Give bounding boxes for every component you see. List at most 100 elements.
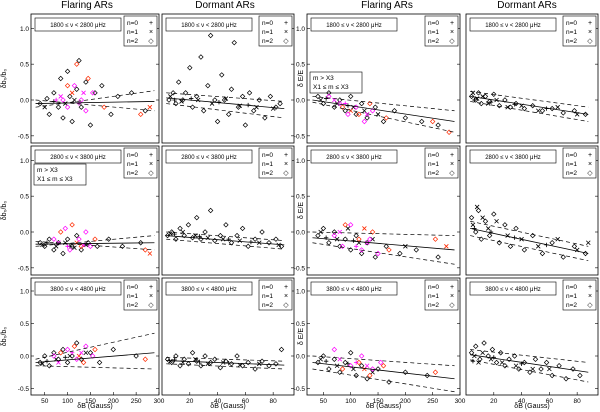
- panel-frame: [161, 145, 295, 276]
- legend-frame: [562, 147, 597, 179]
- data-point-n1: [72, 97, 77, 103]
- data-point-n2: [51, 247, 57, 253]
- data-point-n2: [402, 369, 409, 375]
- data-point-n2: [549, 372, 555, 379]
- legend-frame: [424, 147, 459, 179]
- data-point-n1: [530, 366, 535, 372]
- y-tick-label: 0.0: [20, 230, 29, 237]
- data-point-n2: [92, 90, 98, 96]
- data-point-n2: [51, 350, 57, 356]
- data-point-n2: [331, 356, 338, 362]
- data-point-n2: [62, 225, 68, 232]
- data-point-n2: [138, 240, 144, 246]
- y-tick-label: 1.0: [296, 158, 305, 165]
- x-tick-label: 100: [345, 398, 356, 405]
- y-axis-label: δb₀/b₀: [1, 327, 8, 347]
- data-point-n2: [164, 356, 171, 362]
- data-point-n2: [532, 356, 539, 362]
- data-point-n2: [372, 254, 378, 260]
- range-box: 2800 ≤ ν < 3800 μHz: [34, 149, 122, 164]
- range-box-frame: [165, 149, 253, 164]
- data-point-n2: [507, 243, 514, 250]
- panel-frame: [306, 145, 461, 276]
- data-point-n2: [169, 229, 175, 235]
- data-point-n2: [266, 240, 272, 246]
- data-point-n2: [521, 359, 528, 366]
- x-tick-label: 20: [186, 398, 194, 405]
- range-box: 3800 ≤ ν < 4800 μHz: [469, 281, 557, 296]
- legend-symbol: ×: [588, 161, 592, 168]
- data-point-n1: [56, 360, 61, 365]
- data-point-n2: [402, 115, 409, 121]
- range-label: 1800 ≤ ν < 2800 μHz: [326, 23, 382, 29]
- legend-entry: n=1: [127, 29, 138, 36]
- data-point-n2: [429, 118, 436, 125]
- legend: n=0 + n=1 × n=2 ◇: [258, 15, 293, 47]
- range-label: 2800 ≤ ν < 3800 μHz: [50, 155, 106, 161]
- legend-symbol: ◇: [449, 170, 455, 177]
- data-point-n2: [326, 366, 332, 372]
- data-point-n1: [444, 244, 449, 249]
- data-point-n2: [342, 108, 348, 114]
- data-point-n2: [527, 369, 533, 375]
- data-point-n2: [58, 75, 64, 82]
- data-point-n1: [370, 369, 375, 375]
- data-point-n2: [485, 353, 491, 359]
- data-point-n1: [237, 238, 243, 243]
- legend-entry: n=1: [566, 29, 577, 36]
- legend: n=0 + n=1 × n=2 ◇: [123, 147, 158, 179]
- data-point-n0: [353, 360, 359, 365]
- legend-symbol: ×: [284, 29, 288, 36]
- data-point-n2: [489, 346, 496, 353]
- data-point-n2: [356, 359, 362, 366]
- flare-legend-large: m > X3: [37, 167, 58, 174]
- data-point-n2: [223, 222, 229, 228]
- data-point-n1: [337, 229, 343, 235]
- data-point-n2: [189, 350, 196, 356]
- data-point-n2: [502, 363, 508, 369]
- data-point-n2: [110, 346, 116, 353]
- panel-r2-c2: -0.5 0.0 0.5 1.0 50 100 150 200 250 300 δ E/E δB (G…: [294, 277, 466, 410]
- data-point-n2: [342, 236, 348, 242]
- x-tick-label: 200: [108, 398, 119, 405]
- panel-r2-c0: -0.5 0.0 0.5 1.0 50 100 150 200 250 300 δb₀/b₀ δB (…: [1, 277, 165, 410]
- legend-entry: n=0: [428, 20, 439, 27]
- fit-lower-bound: [312, 368, 455, 393]
- panel-r1-c2: -0.5 0.0 0.5 1.0 δ E/E 2800 ≤ ν < 3800 μHz n=0…: [294, 145, 461, 276]
- y-tick-label: 1.0: [20, 26, 29, 33]
- data-point-n1: [485, 226, 491, 231]
- data-point-n2: [51, 90, 57, 96]
- data-point-n2: [245, 243, 251, 250]
- data-point-n2: [173, 353, 179, 359]
- data-point-n0: [345, 361, 351, 366]
- data-point-n2: [207, 32, 214, 39]
- x-axis-label: δB (Gauss): [514, 403, 549, 410]
- data-point-n2: [64, 236, 71, 242]
- data-point-n2: [76, 57, 82, 64]
- data-point-n2: [239, 363, 246, 369]
- data-point-n2: [246, 90, 253, 96]
- data-point-n2: [64, 68, 71, 75]
- data-point-n0: [353, 244, 359, 249]
- data-point-n2: [214, 118, 221, 125]
- data-point-n2: [356, 111, 362, 118]
- data-point-n2: [205, 82, 211, 89]
- data-point-n2: [60, 97, 66, 103]
- data-point-n2: [212, 356, 218, 362]
- data-point-n2: [239, 225, 246, 232]
- fit-lower-bound: [35, 365, 155, 370]
- data-point-n2: [367, 236, 373, 242]
- data-point-n2: [51, 236, 57, 242]
- legend-symbol: ◇: [283, 170, 289, 177]
- column-title-4: Dormant ARs: [497, 0, 556, 11]
- legend-entry: n=0: [566, 20, 577, 27]
- legend-frame: [424, 279, 459, 311]
- flare-legend-frame: [33, 163, 87, 186]
- range-box-frame: [34, 149, 122, 164]
- panel-grid: -0.5 0.0 0.5 1.0 δb₀/b₀ 1800 ≤ ν < 2800 μHz n=…: [1, 13, 599, 410]
- legend-entry: n=1: [262, 29, 273, 36]
- data-point-n0: [172, 357, 177, 363]
- data-points: [315, 346, 439, 385]
- data-point-n2: [185, 361, 192, 367]
- legend-frame: [123, 147, 158, 179]
